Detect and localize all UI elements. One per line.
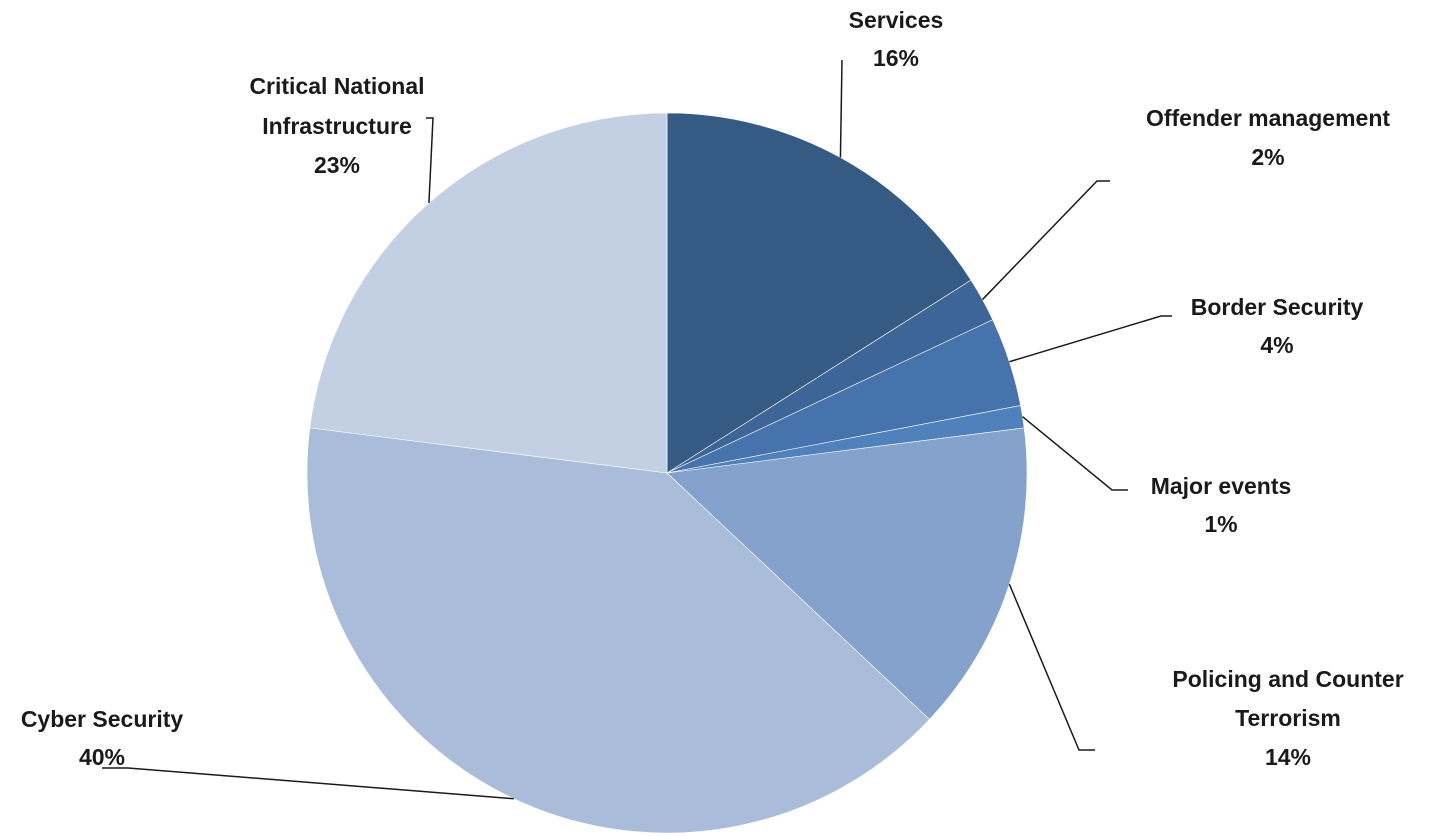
slice-label-services: Services [849, 7, 944, 33]
leader-lines [102, 59, 1172, 800]
slice-value-border-security: 4% [1260, 332, 1293, 358]
leader-line-services [839, 59, 843, 158]
slice-label-cyber-security: Cyber Security [21, 706, 184, 732]
slice-value-policing-and-counter-terrorism: 14% [1265, 744, 1311, 770]
leader-line-border-security [1009, 315, 1172, 363]
slice-label-major-events: Major events [1151, 473, 1292, 499]
slice-value-cyber-security: 40% [79, 744, 125, 770]
pie-slice-critical-national-infrastructure [309, 112, 668, 474]
pie-slice-policing-and-counter-terrorism [666, 427, 1028, 720]
leader-line-offender-management [981, 180, 1110, 301]
slice-label-offender-management: Offender management [1146, 105, 1390, 131]
slice-label-policing-and-counter-terrorism: Policing and Counter Terrorism [1172, 666, 1403, 731]
slice-label-critical-national-infrastructure: Critical National Infrastructure [249, 73, 424, 139]
leader-line-cyber-security [102, 767, 514, 800]
pie-slice-cyber-security [306, 427, 930, 834]
pie-slices [306, 112, 1028, 834]
leader-line-policing-and-counter-terrorism [1008, 583, 1095, 751]
slice-labels: Services 16% Offender management 2% Border S… [21, 7, 1404, 770]
slice-value-offender-management: 2% [1251, 144, 1284, 170]
leader-line-critical-national-infrastructure [426, 117, 434, 203]
slice-value-services: 16% [873, 45, 919, 71]
slice-value-major-events: 1% [1204, 511, 1237, 537]
pie-slice-services [666, 112, 972, 474]
leader-line-major-events [1022, 416, 1128, 491]
slice-label-border-security: Border Security [1191, 294, 1364, 320]
slice-value-critical-national-infrastructure: 23% [314, 152, 360, 178]
